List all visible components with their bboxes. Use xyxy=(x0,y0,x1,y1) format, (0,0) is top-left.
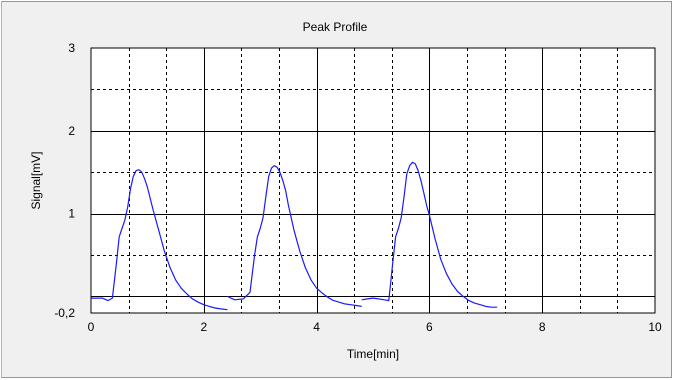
series-line xyxy=(91,161,498,311)
chart-title: Peak Profile xyxy=(303,20,368,34)
x-tick-label: 4 xyxy=(313,320,320,334)
plot-border xyxy=(90,47,656,314)
x-tick-label: 10 xyxy=(648,320,662,334)
x-tick-label: 0 xyxy=(88,320,95,334)
x-tick-label: 8 xyxy=(539,320,546,334)
y-tick-label: 1 xyxy=(68,207,75,221)
series-layer xyxy=(91,161,498,311)
y-tick-label: 3 xyxy=(68,41,75,55)
y-tick-label: -0,2 xyxy=(54,306,75,320)
x-tick-label: 2 xyxy=(200,320,207,334)
tick-labels: 0 2 4 6 8 10 -0,2 1 2 3 xyxy=(54,41,662,334)
y-axis-title: Signal[mV] xyxy=(29,151,43,209)
y-tick-label: 2 xyxy=(68,124,75,138)
x-axis-title: Time[min] xyxy=(347,347,399,361)
plot-area xyxy=(91,48,655,313)
x-tick-label: 6 xyxy=(426,320,433,334)
grid xyxy=(91,48,655,313)
